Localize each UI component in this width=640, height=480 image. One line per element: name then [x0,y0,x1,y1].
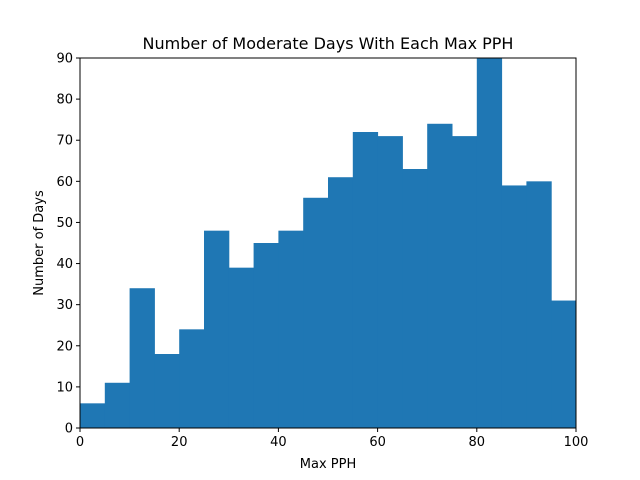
y-axis-label: Number of Days [32,190,47,296]
y-tick-label: 50 [56,216,73,231]
histogram-bar [204,230,230,428]
histogram-bar [352,132,379,428]
y-tick-label: 70 [56,134,73,149]
histogram-bar [80,403,106,428]
histogram-bar [253,243,279,428]
histogram-bar [129,288,155,428]
x-tick-label: 60 [369,435,386,450]
histogram-bar [452,136,478,428]
histogram-bar [228,267,255,428]
y-tick-label: 20 [56,339,73,354]
y-tick-label: 60 [56,175,73,190]
y-tick-label: 30 [56,298,73,313]
x-tick-label: 80 [469,435,486,450]
histogram-bar [526,181,552,428]
histogram-bar [328,177,354,428]
x-tick-label: 20 [171,435,188,450]
x-axis-ticks: 0 20 40 60 80 100 [76,428,589,450]
x-tick-label: 100 [564,435,589,450]
x-tick-label: 0 [76,435,84,450]
histogram-bar [377,136,403,428]
histogram-bar [179,329,205,428]
histogram-bar [476,58,503,428]
x-axis-label: Max PPH [300,457,356,472]
y-tick-label: 0 [65,422,73,437]
histogram-bar [501,185,527,428]
bars-group [80,58,577,429]
x-tick-label: 40 [270,435,287,450]
histogram-bar [278,230,304,428]
y-tick-label: 40 [56,257,73,272]
y-tick-label: 10 [56,380,73,395]
histogram-bar [402,169,428,428]
y-tick-label: 80 [56,93,73,108]
y-tick-label: 90 [56,52,73,67]
histogram-bar [154,354,180,428]
histogram-bar [427,123,453,429]
histogram-bar [104,382,131,428]
plot-frame [79,57,577,429]
y-axis-ticks: 0 10 20 30 40 50 60 70 80 90 [56,52,80,437]
chart-title: Number of Moderate Days With Each Max PP… [143,34,514,53]
histogram-bar [551,300,577,428]
histogram-bar [303,197,329,428]
